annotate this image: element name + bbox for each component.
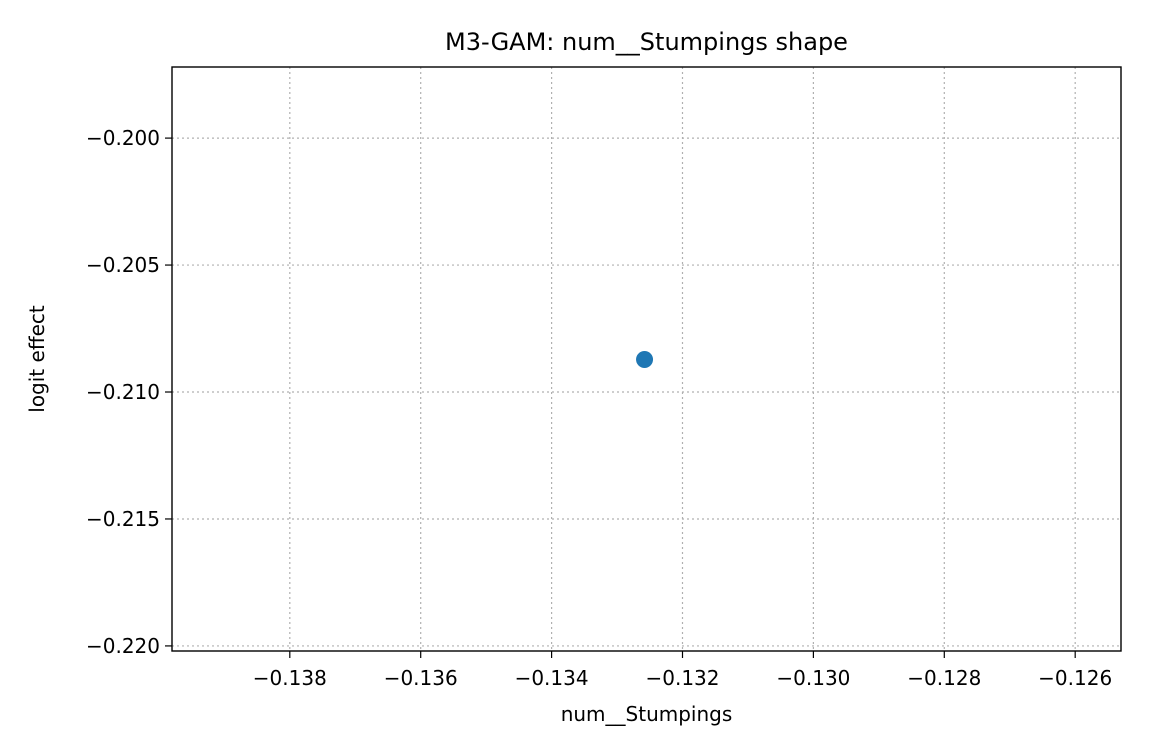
x-tick-label: −0.126 — [1038, 666, 1112, 690]
chart-title: M3-GAM: num__Stumpings shape — [445, 28, 848, 56]
x-tick-label: −0.130 — [776, 666, 850, 690]
y-tick-label: −0.205 — [86, 253, 160, 277]
y-tick-label: −0.215 — [86, 507, 160, 531]
x-tick-label: −0.134 — [515, 666, 589, 690]
y-tick-label: −0.210 — [86, 380, 160, 404]
x-tick-label: −0.138 — [253, 666, 327, 690]
y-tick-label: −0.200 — [86, 126, 160, 150]
x-tick-label: −0.132 — [645, 666, 719, 690]
x-axis-ticks: −0.138 −0.136 −0.134 −0.132 −0.130 −0.128 −0.1… — [253, 651, 1112, 690]
x-axis-label: num__Stumpings — [561, 702, 733, 726]
y-axis-label: logit effect — [25, 305, 49, 413]
x-tick-label: −0.128 — [907, 666, 981, 690]
y-axis-ticks: −0.200 −0.205 −0.210 −0.215 −0.220 — [86, 126, 172, 658]
y-tick-label: −0.220 — [86, 634, 160, 658]
x-tick-label: −0.136 — [384, 666, 458, 690]
data-points — [636, 351, 653, 368]
data-point — [636, 351, 653, 368]
